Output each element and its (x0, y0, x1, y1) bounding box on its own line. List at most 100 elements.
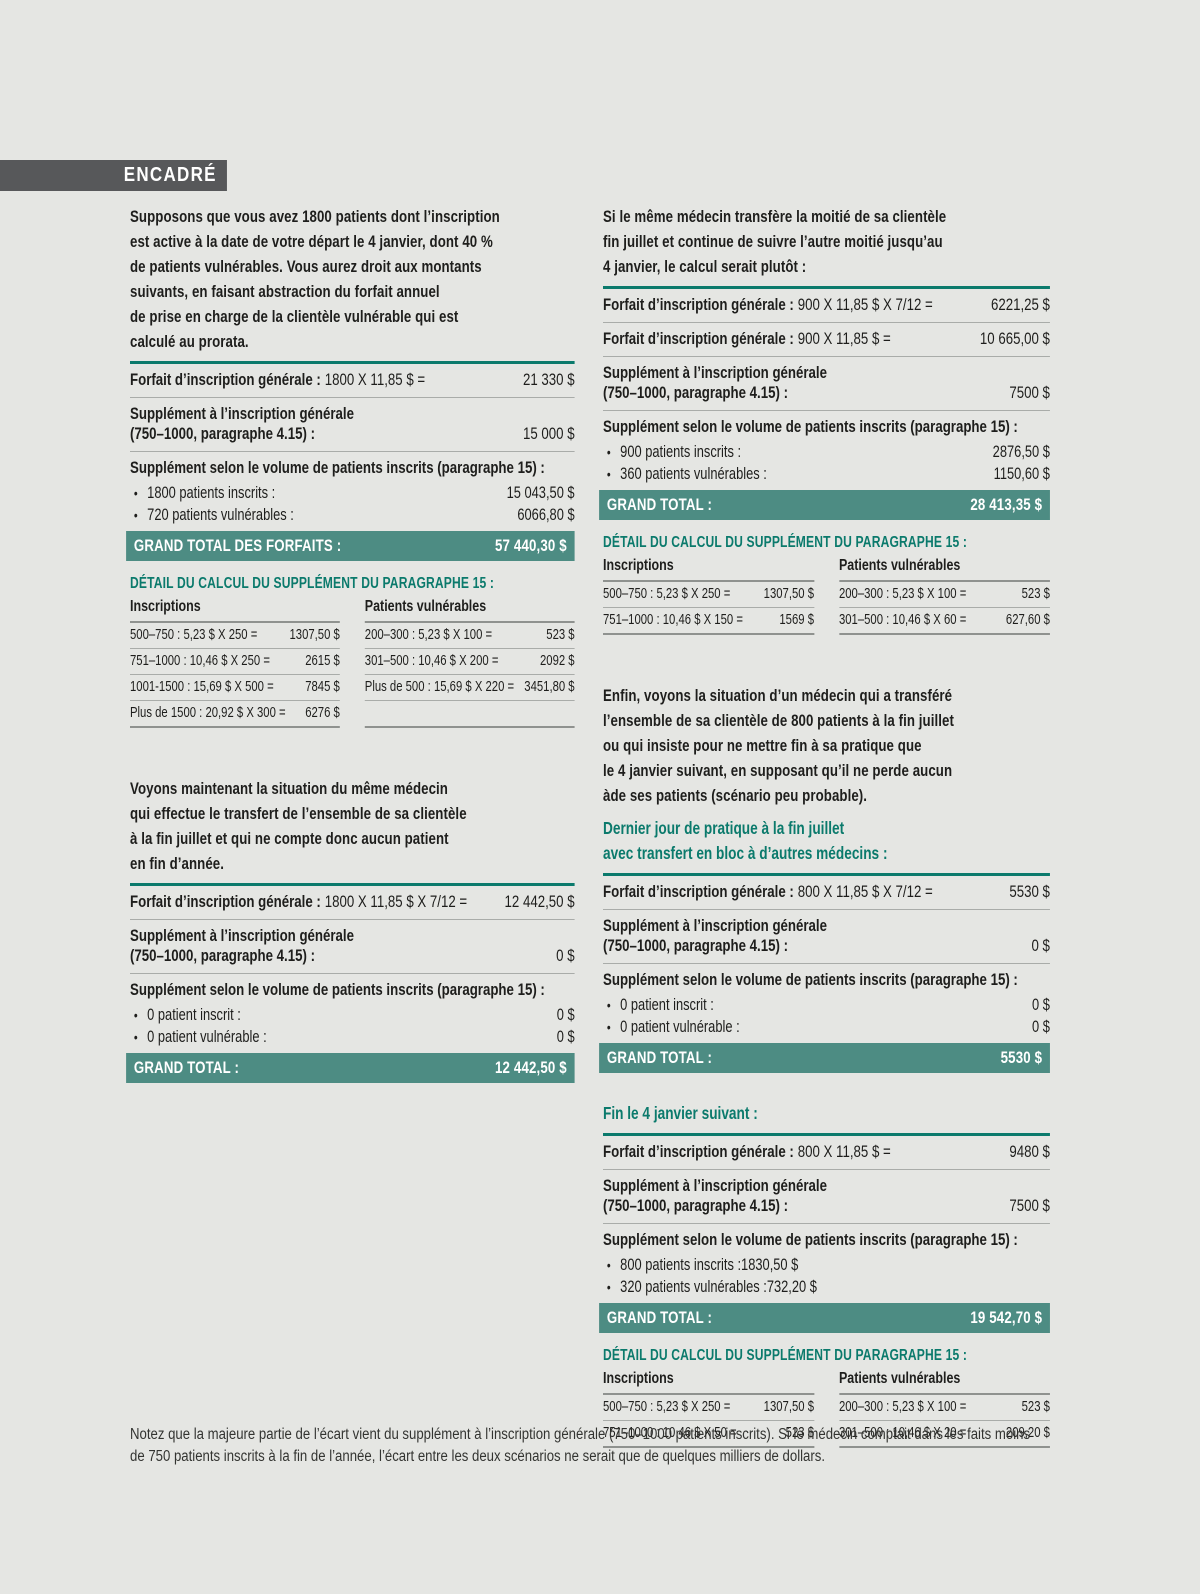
fee-label: Forfait d’inscription générale :900 X 11… (603, 295, 933, 315)
detail-value: 3451,80 $ (524, 679, 575, 695)
bullet-row: 320 patients vulnérables : 732,20 $ (603, 1276, 1050, 1298)
grand-total-value: 5530 $ (1000, 1048, 1043, 1067)
fee-row-forfait: Forfait d’inscription générale :900 X 11… (603, 289, 1050, 323)
fee-label-line1: Supplément à l’inscription générale (130, 404, 355, 423)
detail-heading: DÉTAIL DU CALCUL DU SUPPLÉMENT DU PARAGR… (603, 534, 968, 551)
detail-col-header: Inscriptions (603, 1368, 814, 1395)
detail-value: 1569 $ (779, 612, 814, 628)
grand-total-label: GRAND TOTAL : (133, 1058, 240, 1077)
detail-value: 523 $ (785, 1425, 814, 1441)
detail-row: 301–500 : 10,46 $ X 200 = 2092 $ (364, 649, 575, 675)
detail-formula: 200–300 : 5,23 $ X 100 = (838, 586, 967, 602)
encadre-tag-bar: ENCADRÉ (0, 160, 227, 191)
bullet-row: 360 patients vulnérables : 1150,60 $ (603, 463, 1050, 485)
detail-value: 1307,50 $ (763, 586, 814, 602)
detail-formula: 751–1000 : 10,46 $ X 250 = (130, 653, 270, 669)
fee-label: Supplément à l’inscription générale (750–… (603, 1176, 827, 1216)
fee-row-supplement-inscription: Supplément à l’inscription générale (750–… (603, 1170, 1050, 1224)
detail-row: 751–1000 : 10,46 $ X 150 = 1569 $ (603, 608, 814, 635)
fee-value: 6221,25 $ (990, 295, 1050, 314)
fee-table-scenario-4: Forfait d’inscription générale :800 X 11… (599, 873, 1050, 1073)
fee-row-volume-header: Supplément selon le volume de patients i… (603, 970, 1018, 989)
detail-col-inscriptions: Inscriptions 500–750 : 5,23 $ X 250 = 130… (130, 596, 340, 728)
fee-value: 7500 $ (1009, 1196, 1050, 1215)
fee-table-scenario-5: Forfait d’inscription générale :800 X 11… (599, 1133, 1050, 1333)
detail-value: 627,60 $ (1005, 612, 1050, 628)
detail-row: 301–500 : 10,46 $ X 20 = 209,20 $ (838, 1421, 1050, 1448)
detail-row: 500–750 : 5,23 $ X 250 = 1307,50 $ (603, 1395, 814, 1421)
fee-value: 15 000 $ (522, 424, 575, 443)
grand-total-label: GRAND TOTAL : (606, 1048, 713, 1067)
bullet-label: 0 patient vulnérable : (620, 1018, 740, 1036)
fee-label-line1: Supplément à l’inscription générale (603, 916, 828, 935)
detail-value: 209,20 $ (1005, 1425, 1050, 1441)
bullet-row: 0 patient inscrit : 0 $ (603, 994, 1050, 1016)
fee-value: 12 442,50 $ (504, 892, 575, 911)
bullet-value: 0 $ (556, 1028, 575, 1046)
fee-formula: 800 X 11,85 $ = (797, 1142, 891, 1161)
detail-row: 1001-1500 : 15,69 $ X 500 = 7845 $ (130, 675, 340, 701)
fee-value: 7500 $ (1009, 383, 1050, 402)
fee-value: 21 330 $ (522, 370, 575, 389)
detail-heading: DÉTAIL DU CALCUL DU SUPPLÉMENT DU PARAGR… (603, 1347, 968, 1364)
grand-total-value: 12 442,50 $ (495, 1058, 567, 1077)
detail-row: 200–300 : 5,23 $ X 100 = 523 $ (364, 623, 575, 649)
fee-row-forfait: Forfait d’inscription générale :800 X 11… (603, 876, 1050, 910)
fee-label: Forfait d’inscription générale :1800 X 1… (130, 892, 467, 912)
detail-col-header: Patients vulnérables (364, 596, 575, 623)
fee-label-bold: Forfait d’inscription générale : (603, 295, 794, 314)
bullet-value: 1830,50 $ (741, 1256, 799, 1274)
fee-formula: 900 X 11,85 $ X 7/12 = (797, 295, 933, 314)
grand-total-bar: GRAND TOTAL : 5530 $ (599, 1043, 1050, 1073)
bullet-value: 0 $ (556, 1006, 575, 1024)
detail-row: 500–750 : 5,23 $ X 250 = 1307,50 $ (130, 623, 340, 649)
detail-value: 1307,50 $ (289, 627, 340, 643)
detail-row: Plus de 500 : 15,69 $ X 220 = 3451,80 $ (364, 675, 575, 701)
detail-value: 2615 $ (305, 653, 340, 669)
bullet-label: 800 patients inscrits : (620, 1256, 742, 1274)
fee-label-line2: (750–1000, paragraphe 4.15) : (130, 424, 316, 443)
fee-value: 0 $ (1031, 936, 1050, 955)
fee-label-line1: Supplément à l’inscription générale (603, 363, 828, 382)
grand-total-label: GRAND TOTAL : (606, 495, 713, 514)
detail-col-header: Inscriptions (130, 596, 340, 623)
fee-formula: 800 X 11,85 $ X 7/12 = (797, 882, 933, 901)
bullet-label: 900 patients inscrits : (620, 443, 742, 461)
fee-formula: 1800 X 11,85 $ X 7/12 = (324, 892, 468, 911)
bullet-label: 0 patient inscrit : (620, 996, 714, 1014)
bullet-row: 1800 patients inscrits : 15 043,50 $ (130, 482, 575, 504)
fee-label: Forfait d’inscription générale :800 X 11… (603, 882, 933, 902)
detail-formula: Plus de 500 : 15,69 $ X 220 = (364, 679, 515, 695)
bullet-row: 900 patients inscrits : 2876,50 $ (603, 441, 1050, 463)
fee-label: Forfait d’inscription générale :900 X 11… (603, 329, 891, 349)
grand-total-bar: GRAND TOTAL : 12 442,50 $ (126, 1053, 575, 1083)
grand-total-bar: GRAND TOTAL DES FORFAITS : 57 440,30 $ (126, 531, 575, 561)
bullet-label: 320 patients vulnérables : (620, 1278, 767, 1296)
fee-row-supplement-inscription: Supplément à l’inscription générale (750–… (130, 398, 575, 452)
detail-table: Inscriptions 500–750 : 5,23 $ X 250 = 130… (603, 1368, 1050, 1448)
fee-table-scenario-1: Forfait d’inscription générale :1800 X 1… (126, 361, 575, 561)
fee-table-scenario-2: Forfait d’inscription générale :1800 X 1… (126, 883, 575, 1083)
detail-row-filler (364, 701, 575, 728)
fee-table-scenario-3: Forfait d’inscription générale :900 X 11… (599, 286, 1050, 520)
fee-label: Forfait d’inscription générale :1800 X 1… (130, 370, 425, 390)
fee-row-forfait: Forfait d’inscription générale :1800 X 1… (130, 886, 575, 920)
detail-formula: 301–500 : 10,46 $ X 60 = (838, 612, 967, 628)
detail-heading: DÉTAIL DU CALCUL DU SUPPLÉMENT DU PARAGR… (130, 575, 495, 592)
detail-row: 200–300 : 5,23 $ X 100 = 523 $ (838, 1395, 1050, 1421)
detail-value: 523 $ (546, 627, 575, 643)
detail-formula: 1001-1500 : 15,69 $ X 500 = (130, 679, 274, 695)
footnote: Notez que la majeure partie de l’écart v… (130, 1426, 1031, 1465)
bullet-row: 800 patients inscrits : 1830,50 $ (603, 1254, 1050, 1276)
detail-col-vulnerables: Patients vulnérables 200–300 : 5,23 $ X … (364, 596, 575, 728)
detail-table: Inscriptions 500–750 : 5,23 $ X 250 = 130… (603, 555, 1050, 635)
fee-row-volume-header: Supplément selon le volume de patients i… (603, 417, 1018, 436)
detail-value: 6276 $ (305, 705, 340, 721)
fee-label-line2: (750–1000, paragraphe 4.15) : (130, 946, 316, 965)
detail-col-header: Patients vulnérables (838, 1368, 1050, 1395)
fee-value: 0 $ (556, 946, 575, 965)
fee-value: 9480 $ (1009, 1142, 1050, 1161)
fee-label-bold: Forfait d’inscription générale : (130, 892, 321, 911)
detail-formula: 751–1000 : 10,46 $ X 50 = (603, 1425, 737, 1441)
